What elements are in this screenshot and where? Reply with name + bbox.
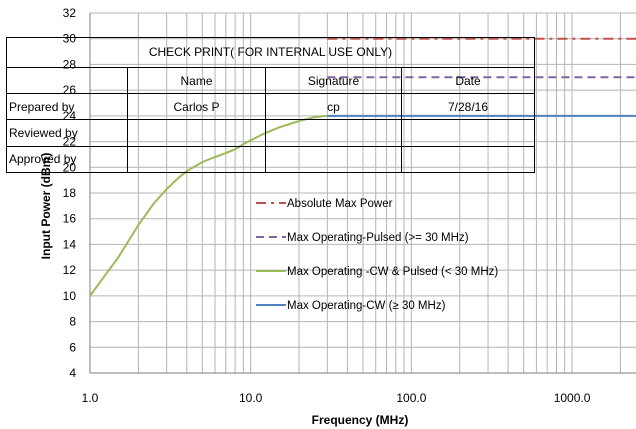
stamp-date-cell xyxy=(401,145,535,174)
y-tick-label: 6 xyxy=(69,340,76,354)
stamp-name-cell: Carlos P xyxy=(127,93,266,121)
y-tick-label: 18 xyxy=(63,186,77,200)
y-tick-label: 12 xyxy=(63,263,77,277)
x-tick-label: 1000.0 xyxy=(554,391,591,405)
stamp-row-label: Reviewed by xyxy=(6,119,128,147)
x-tick-label: 1.0 xyxy=(82,391,99,405)
stamp-header-date: Date xyxy=(401,66,535,95)
y-tick-label: 10 xyxy=(63,289,77,303)
stamp-signature-cell: cp xyxy=(265,93,402,121)
y-tick-label: 32 xyxy=(63,6,77,20)
legend: Absolute Max Power Max Operating-Pulsed (… xyxy=(256,198,498,312)
x-axis-title: Frequency (MHz) xyxy=(312,413,409,427)
stamp-header-signature: Signature xyxy=(265,66,402,95)
legend-label: Max Operating-CW (≥ 30 MHz) xyxy=(287,300,446,312)
stamp-signature-cell xyxy=(265,145,402,174)
stamp-row-label: Prepared by xyxy=(6,93,128,121)
y-tick-label: 14 xyxy=(63,237,77,251)
y-tick-label: 16 xyxy=(63,212,77,226)
legend-label: Max Operating-Pulsed (>= 30 MHz) xyxy=(287,232,469,244)
stamp-header-name: Name xyxy=(127,66,266,95)
stamp-name-cell xyxy=(127,119,266,147)
check-print-stamp: CHECK PRINT( FOR INTERNAL USE ONLY) Name… xyxy=(6,37,535,174)
y-tick-label: 4 xyxy=(69,366,76,380)
x-tick-label: 10.0 xyxy=(239,391,263,405)
legend-label: Absolute Max Power xyxy=(287,198,393,210)
y-axis-title: Input Power (dBm) xyxy=(39,153,53,260)
stamp-date-cell: 7/28/16 xyxy=(401,93,535,121)
legend-label: Max Operating -CW & Pulsed (< 30 MHz) xyxy=(287,266,498,278)
stamp-name-cell xyxy=(127,145,266,174)
stamp-date-cell xyxy=(401,119,535,147)
x-tick-label: 100.0 xyxy=(396,391,426,405)
stamp-signature-cell xyxy=(265,119,402,147)
y-tick-label: 8 xyxy=(69,315,76,329)
stamp-row-label: Approved by xyxy=(6,145,128,174)
stamp-title: CHECK PRINT( FOR INTERNAL USE ONLY) xyxy=(6,37,535,68)
